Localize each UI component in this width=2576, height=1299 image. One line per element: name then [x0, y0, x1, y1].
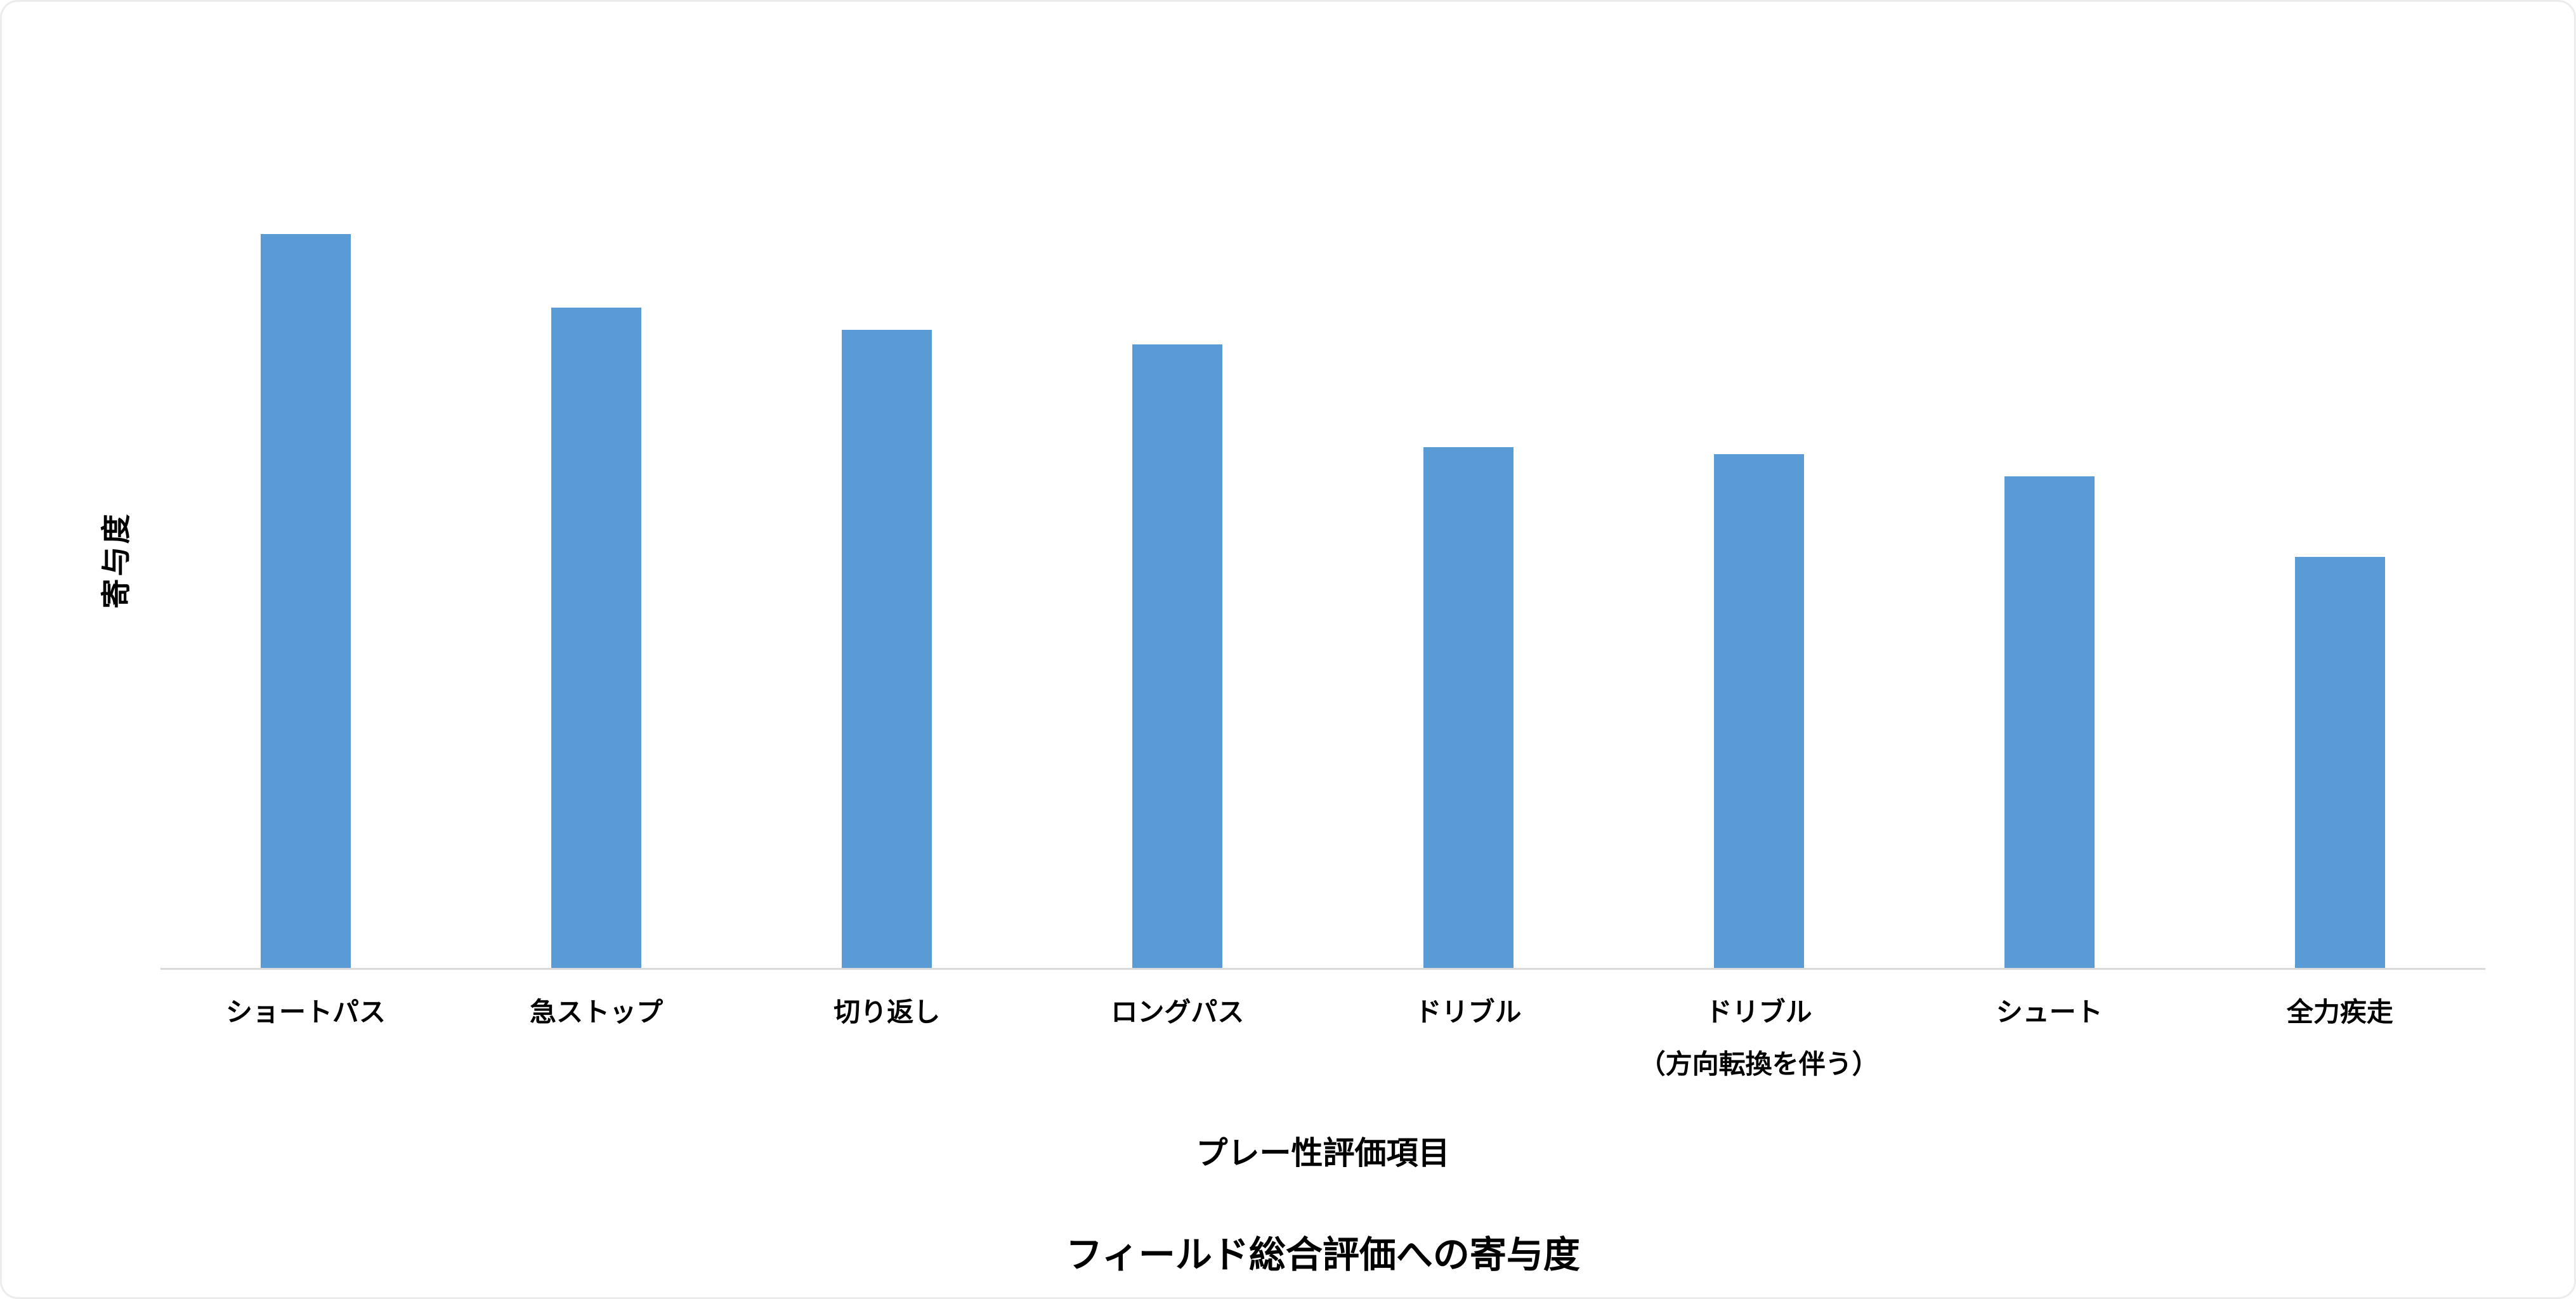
bar-column — [451, 124, 742, 968]
chart-title: フィールド総合評価への寄与度 — [1066, 1234, 1580, 1276]
category-label: 全力疾走 — [2195, 986, 2485, 1090]
bar — [1713, 454, 1804, 968]
bar-column — [1614, 124, 1904, 968]
bar-column — [1323, 124, 1614, 968]
bar-column — [1904, 124, 2195, 968]
category-label-line: 切り返し — [834, 997, 941, 1027]
bar — [551, 308, 642, 968]
category-label-line: 全力疾走 — [2286, 997, 2393, 1027]
category-label: ドリブル — [1323, 986, 1614, 1090]
category-label-line: ドリブル — [1415, 997, 1522, 1027]
category-label: 切り返し — [742, 986, 1032, 1090]
plot-area — [160, 124, 2485, 970]
category-label: シュート — [1904, 986, 2195, 1090]
category-label-line: ロングパス — [1111, 997, 1245, 1027]
category-label-line: シュート — [1996, 997, 2103, 1027]
category-label: ドリブル （方向転換を伴う） — [1614, 986, 1904, 1090]
bar-column — [2195, 124, 2485, 968]
bar — [1423, 447, 1514, 968]
category-label: ショートパス — [160, 986, 451, 1090]
bar — [261, 234, 351, 968]
bar — [842, 329, 932, 968]
category-label-line: 急ストップ — [530, 997, 664, 1027]
bar-column — [1032, 124, 1323, 968]
x-axis-labels: ショートパス 急ストップ 切り返し ロングパス ドリブル ドリブル （方向転換を伴う） シュー… — [160, 986, 2485, 1090]
y-axis-label: 寄与度 — [99, 511, 133, 609]
bar — [1132, 344, 1223, 968]
category-label: ロングパス — [1032, 986, 1323, 1090]
bar-column — [160, 124, 451, 968]
bar — [2004, 476, 2095, 968]
category-label-line: ショートパス — [226, 997, 386, 1027]
category-label: 急ストップ — [451, 986, 742, 1090]
x-axis-title: プレー性評価項目 — [1196, 1135, 1450, 1171]
bar — [2294, 557, 2385, 968]
category-label-line: ドリブル — [1705, 997, 1812, 1027]
category-label-line: （方向転換を伴う） — [1638, 1048, 1879, 1079]
bar-column — [742, 124, 1032, 968]
